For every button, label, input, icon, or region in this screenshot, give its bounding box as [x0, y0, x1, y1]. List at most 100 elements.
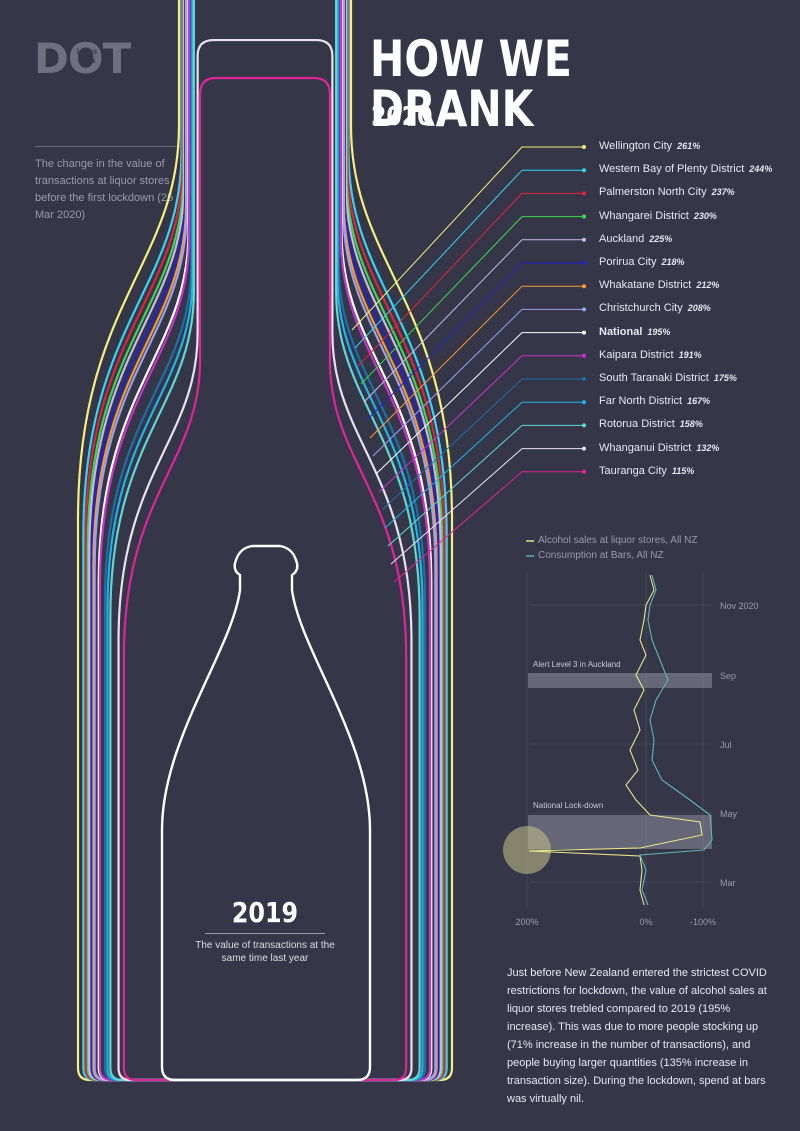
bottle-13 — [117, 38, 413, 1082]
leader-line-14 — [393, 471, 583, 583]
leader-line-12 — [387, 424, 583, 547]
bottle-4 — [88, 0, 442, 1082]
leader-line-9 — [378, 355, 583, 493]
bottle-7 — [93, 0, 437, 1082]
legend-name-12: Rotorua District — [599, 418, 675, 431]
ts-legend-liquor: Alcohol sales at liquor stores, All NZ — [538, 535, 698, 546]
bottle-11 — [106, 0, 424, 1082]
bottle-2019-rule — [205, 933, 325, 934]
legend-row-2: Palmerston North City 237% — [599, 186, 735, 198]
ts-series-bars — [639, 574, 713, 906]
ann-lockdown: National Lock-down — [533, 801, 603, 810]
legend-row-6: Whakatane District 212% — [599, 279, 719, 291]
bottle-14 — [122, 76, 408, 1082]
ts-ytick-1: Sep — [720, 671, 736, 681]
leader-dot-13 — [582, 446, 586, 451]
legend-row-14: Tauranga City 115% — [599, 465, 694, 477]
leader-line-4 — [363, 239, 583, 403]
leader-line-3 — [360, 216, 583, 385]
ann-alert3: Alert Level 3 in Auckland — [533, 660, 621, 669]
ts-ytick-4: Mar — [720, 878, 736, 888]
legend-row-0: Wellington City 261% — [599, 140, 700, 152]
bottle-9 — [98, 0, 432, 1082]
band-lockdown — [528, 815, 712, 849]
peak-highlight — [503, 826, 551, 874]
leader-line-13 — [390, 448, 583, 565]
bottle-2019-description: The value of transactions at the same ti… — [195, 940, 335, 964]
leader-line-5 — [366, 262, 583, 421]
side-note: The change in the value of transactions … — [35, 158, 174, 221]
leader-line-10 — [381, 378, 583, 511]
leader-dot-8 — [582, 330, 586, 335]
bottle-10 — [103, 0, 427, 1082]
bottle-2 — [84, 0, 446, 1082]
legend-name-2: Palmerston North City — [599, 186, 707, 199]
logo-subtext: loves data — [76, 47, 98, 65]
leader-dot-0 — [582, 145, 586, 149]
bottle-12 — [109, 0, 421, 1082]
legend-name-13: Whanganui District — [599, 441, 692, 454]
leader-dot-12 — [582, 423, 586, 428]
legend-value-14: 115% — [671, 465, 695, 476]
page-year: 2020 — [371, 102, 433, 132]
legend-value-5: 218% — [661, 257, 685, 267]
legend-name-11: Far North District — [599, 395, 683, 408]
band-alert3 — [528, 673, 712, 688]
legend-row-4: Auckland 225% — [599, 233, 672, 245]
bottle-5 — [90, 0, 440, 1082]
leader-dot-7 — [582, 307, 586, 312]
legend-name-0: Wellington City — [599, 140, 673, 152]
bottle-3 — [86, 0, 444, 1082]
leader-dot-11 — [582, 400, 586, 405]
logo-text: DOT — [34, 34, 131, 83]
legend-name-4: Auckland — [599, 232, 645, 245]
leader-line-0 — [351, 146, 583, 331]
legend-value-4: 225% — [649, 233, 673, 244]
ts-series-liquor — [528, 574, 703, 906]
page-title: HOW WE DRANK — [370, 30, 572, 138]
legend-name-1: Western Bay of Plenty District — [599, 163, 745, 176]
ts-ytick-0: Nov 2020 — [720, 601, 759, 611]
ts-legend-liquor-label: Alcohol sales at liquor stores, All NZ — [538, 535, 698, 546]
legend-value-1: 244% — [749, 164, 773, 175]
legend-name-9: Kaipara District — [599, 348, 674, 361]
leader-line-2 — [357, 192, 583, 367]
leader-line-11 — [384, 401, 583, 529]
legend-row-12: Rotorua District 158% — [599, 418, 703, 430]
legend-value-6: 212% — [696, 280, 720, 291]
legend-name-8: National — [599, 325, 643, 338]
legend-row-10: South Taranaki District 175% — [599, 372, 737, 384]
legend-row-13: Whanganui District 132% — [599, 442, 719, 454]
logo: DOT loves data — [34, 34, 131, 83]
legend-row-1: Western Bay of Plenty District 244% — [599, 163, 772, 175]
leader-dot-3 — [582, 214, 586, 219]
leader-line-6 — [369, 285, 583, 439]
leader-line-7 — [372, 308, 583, 457]
summary-paragraph: Just before New Zealand entered the stri… — [507, 967, 767, 1105]
legend-value-10: 175% — [713, 373, 737, 383]
ts-legend-bars: Consumption at Bars, All NZ — [538, 550, 664, 561]
legend-row-7: Christchurch City 208% — [599, 302, 711, 314]
leader-dot-2 — [582, 191, 586, 196]
ts-xtick-0: 200% — [515, 917, 538, 927]
legend-name-5: Porirua City — [599, 256, 657, 268]
leader-dot-6 — [582, 284, 586, 289]
legend-value-12: 158% — [679, 419, 703, 430]
ts-xtick-2: -100% — [690, 917, 716, 927]
legend-name-7: Christchurch City — [599, 302, 683, 315]
legend-value-13: 132% — [696, 442, 720, 453]
side-rule — [35, 146, 193, 147]
leader-line-8 — [375, 332, 583, 475]
legend-name-3: Whangarei District — [599, 209, 689, 222]
legend-value-0: 261% — [677, 141, 701, 151]
legend-name-6: Whakatane District — [599, 279, 692, 292]
bottle-2019-label: 2019 — [231, 896, 299, 929]
leader-dot-9 — [582, 353, 586, 358]
legend-row-8: National 195% — [599, 326, 670, 338]
legend-value-8: 195% — [647, 326, 671, 337]
legend-row-3: Whangarei District 230% — [599, 210, 717, 222]
leader-dot-14 — [582, 469, 586, 474]
ts-ytick-3: May — [720, 809, 738, 819]
